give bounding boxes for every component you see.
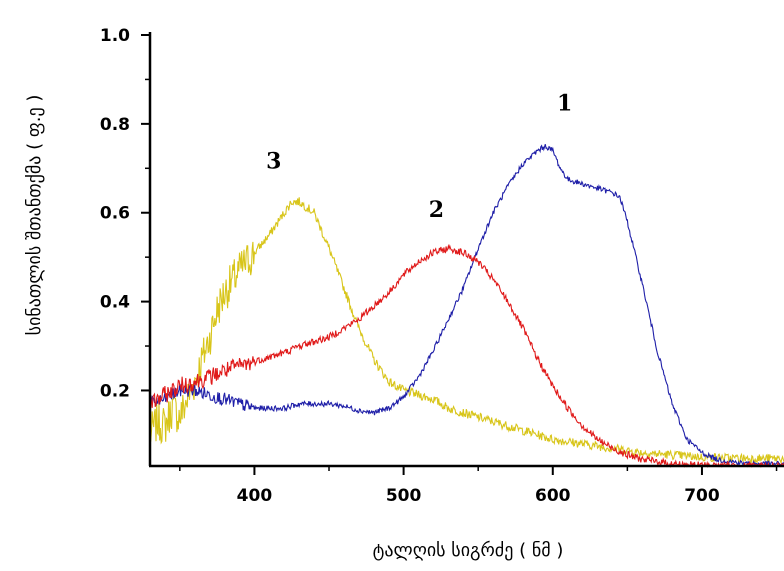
ticks-layer: 400 500 600 700 0.2 0.4 0.6 0.8 1.0 — [100, 26, 778, 506]
y-tick-label: 0.8 — [100, 115, 130, 135]
x-tick-label: 700 — [684, 486, 720, 506]
y-tick-label: 0.6 — [100, 204, 130, 224]
axes-layer — [148, 32, 784, 468]
y-tick-label: 0.2 — [100, 381, 130, 401]
series-1-label: 1 — [557, 91, 572, 117]
series-1-line — [149, 144, 784, 467]
x-tick-label: 500 — [386, 486, 422, 506]
series-3-line — [149, 197, 784, 465]
x-tick-label: 400 — [237, 486, 273, 506]
x-axis-title: ტალღის სიგრძე ( ნმ ) — [373, 540, 564, 561]
x-tick-label: 600 — [535, 486, 571, 506]
series-layer — [149, 144, 784, 469]
y-tick-label: 1.0 — [100, 26, 130, 46]
series-2-line — [149, 243, 784, 469]
y-tick-label: 0.4 — [100, 293, 130, 313]
y-axis-title: სინათლის შთანთქმა ( ფ.ე ) — [24, 95, 45, 336]
series-3-label: 3 — [266, 148, 281, 174]
series-2-label: 2 — [429, 197, 444, 223]
labels-layer: 1 2 3 — [266, 91, 572, 224]
